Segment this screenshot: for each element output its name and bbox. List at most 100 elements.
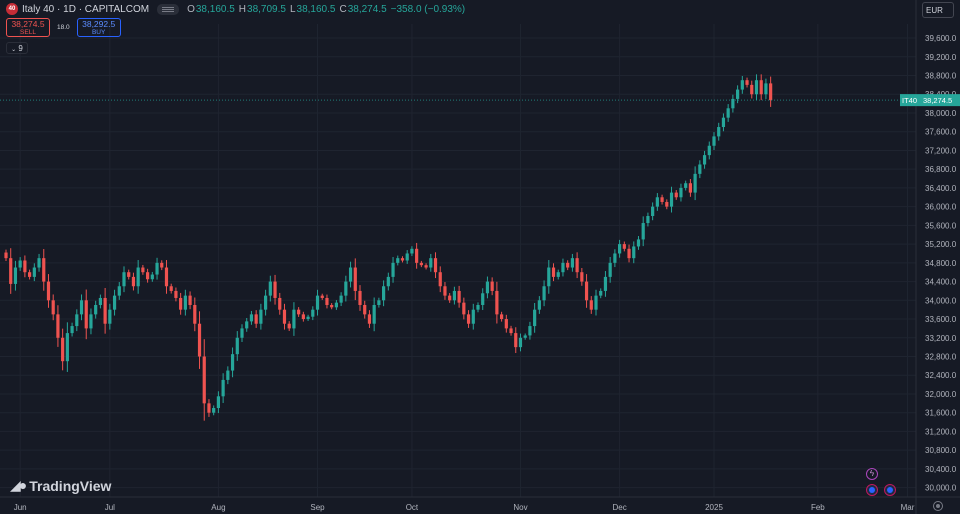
candle-body [570, 258, 574, 268]
y-tick-label: 30,000.0 [925, 484, 957, 493]
candle-body [212, 408, 216, 413]
candle-body [334, 302, 338, 308]
candle-body [669, 192, 674, 207]
candle-body [764, 83, 768, 95]
candle-body [575, 258, 579, 273]
candle-body [736, 89, 740, 99]
x-tick-label: Feb [811, 503, 825, 512]
candle-body [556, 272, 560, 277]
candle-body [358, 290, 362, 305]
candle-body [230, 354, 235, 371]
symbol-title[interactable]: Italy 40 · 1D · CAPITALCOM [22, 3, 150, 15]
candle-body [580, 272, 584, 282]
candle-body [136, 267, 140, 287]
buy-button[interactable]: 38,292.5 BUY [76, 18, 121, 37]
candle-body [651, 206, 655, 217]
candle-body [311, 309, 315, 317]
candle-body [396, 258, 400, 263]
x-tick-label: Jun [14, 503, 27, 512]
candle-body [32, 267, 36, 277]
y-tick-label: 34,400.0 [925, 278, 957, 287]
candle-body [179, 297, 183, 310]
candle-body [169, 286, 173, 291]
candle-body [750, 84, 754, 95]
lightning-icon[interactable]: ϟ [866, 468, 878, 480]
candle-body [98, 297, 102, 305]
candle-body [315, 295, 320, 310]
event-icon[interactable] [884, 484, 896, 496]
candle-body [646, 216, 650, 224]
high-key: H [238, 3, 247, 15]
candle-body [613, 253, 617, 263]
event-icon[interactable] [866, 484, 878, 496]
candle-body [462, 302, 466, 315]
candle-body [679, 187, 683, 198]
indicators-toggle[interactable]: ⌄ 9 [6, 42, 28, 54]
candle-body [721, 117, 726, 128]
tradingview-logo[interactable]: ◢● TradingView [10, 477, 111, 494]
candle-body [589, 300, 593, 310]
symbol-badge[interactable]: 40 [6, 3, 18, 15]
settings-icon[interactable] [933, 501, 943, 511]
low-value: 38,160.5 [296, 3, 336, 15]
sell-button[interactable]: 38,274.5 SELL [6, 18, 50, 37]
candle-body [372, 304, 376, 324]
candle-body [197, 323, 202, 357]
candle-body [608, 262, 612, 277]
trade-panel: 38,274.5 SELL 18.0 38,292.5 BUY [6, 18, 121, 37]
currency-select[interactable]: EUR [922, 2, 954, 18]
candle-body [452, 290, 456, 301]
candle-body [684, 183, 688, 188]
candle-body [141, 267, 145, 273]
last-price-ticker: IT40 [902, 96, 917, 105]
candle-body [249, 314, 254, 322]
candle-body [495, 290, 499, 315]
candle-body [367, 314, 372, 324]
high-value: 38,709.5 [247, 3, 286, 15]
candle-body [471, 309, 475, 324]
candle-body [707, 145, 711, 156]
candle-body [4, 252, 8, 259]
candle-body [28, 272, 32, 277]
candle-body [240, 328, 244, 338]
y-tick-label: 33,200.0 [925, 334, 957, 343]
candle-body [254, 314, 258, 324]
chevron-down-icon: ⌄ [11, 47, 17, 53]
candle-body [523, 335, 527, 338]
candle-body [23, 260, 27, 273]
indicators-count: 9 [18, 44, 23, 53]
candle-body [622, 244, 626, 249]
candle-body [509, 328, 513, 334]
x-tick-label: Dec [612, 503, 626, 512]
candle-body [457, 290, 461, 303]
candle-body [306, 316, 310, 320]
candle-body [13, 267, 18, 284]
y-tick-label: 36,800.0 [925, 165, 957, 174]
candle-body [410, 248, 414, 254]
candle-body [717, 127, 721, 137]
y-tick-label: 30,400.0 [925, 465, 957, 474]
candle-body [551, 267, 556, 277]
y-tick-label: 37,200.0 [925, 146, 957, 155]
candle-body [660, 197, 664, 202]
candle-body [542, 286, 546, 301]
legend-toggle-icon[interactable] [157, 3, 180, 15]
candle-body [599, 290, 603, 296]
candle-body [698, 164, 702, 174]
y-tick-label: 39,200.0 [925, 53, 957, 62]
brand-text: TradingView [29, 477, 112, 494]
candle-body [146, 272, 150, 280]
candle-body [245, 321, 249, 329]
candle-body [353, 267, 357, 291]
x-tick-label: Sep [310, 503, 325, 512]
candle-body [127, 272, 131, 277]
y-tick-label: 30,800.0 [925, 446, 957, 455]
candle-body [259, 309, 263, 324]
candle-body [122, 272, 126, 287]
candle-body [344, 281, 348, 296]
candle-body [183, 295, 187, 310]
candle-body [108, 309, 112, 324]
candle-body [769, 83, 773, 101]
candle-body [207, 403, 211, 413]
